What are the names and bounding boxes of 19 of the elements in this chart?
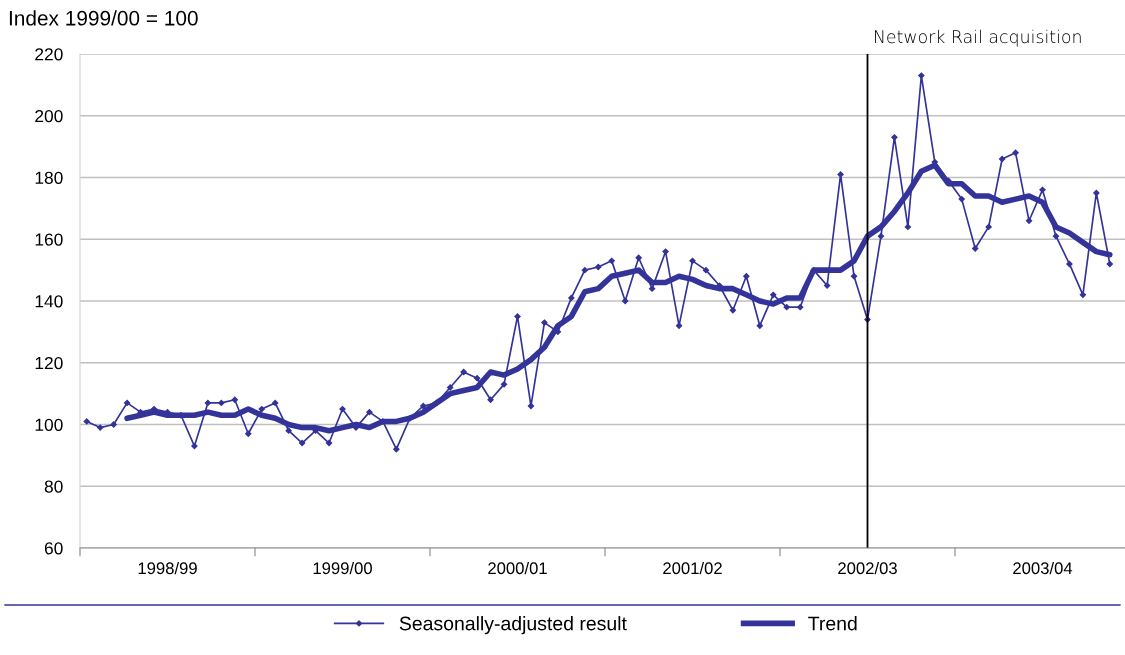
x-tick-label: 2003/04	[1013, 561, 1073, 575]
y-tick-label: 80	[44, 480, 63, 493]
y-tick-label: 100	[35, 418, 63, 431]
ref-line-label: Network Rail acquisition	[874, 29, 1081, 47]
legend-label: Seasonally-adjusted result	[399, 616, 627, 635]
x-tick-label: 1999/00	[313, 561, 372, 575]
x-tick-label: 2002/03	[838, 561, 897, 575]
x-tick-label: 1998/99	[138, 561, 197, 575]
y-axis-title: Index 1999/00 = 100	[9, 10, 198, 26]
x-tick-label: 2000/01	[488, 561, 547, 575]
y-tick-label: 60	[44, 542, 63, 555]
y-tick-label: 180	[35, 171, 63, 184]
legend-label: Trend	[808, 616, 857, 631]
y-tick-label: 220	[35, 48, 63, 61]
y-tick-label: 200	[35, 109, 63, 123]
y-tick-label: 160	[35, 233, 63, 246]
x-tick-label: 2001/02	[663, 561, 722, 575]
y-tick-label: 140	[35, 295, 63, 308]
y-tick-label: 120	[35, 356, 63, 370]
